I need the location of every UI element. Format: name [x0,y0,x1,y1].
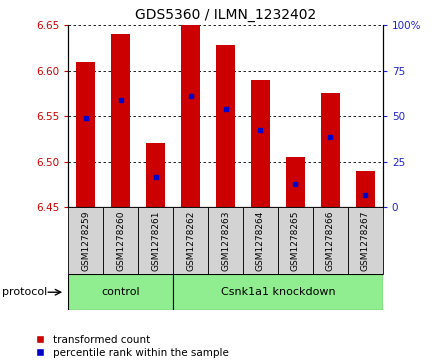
Text: GSM1278267: GSM1278267 [361,210,370,271]
Bar [146,143,165,207]
Bar [278,207,313,274]
Bar [103,207,138,274]
Bar [321,93,340,207]
Bar [243,207,278,274]
Bar [313,207,348,274]
Bar [76,62,95,207]
Bar [173,274,383,310]
Text: GSM1278264: GSM1278264 [256,210,265,271]
Text: GSM1278262: GSM1278262 [186,210,195,271]
Bar [68,207,103,274]
Text: GSM1278266: GSM1278266 [326,210,335,271]
Text: control: control [101,287,140,297]
Bar [348,207,383,274]
Text: Csnk1a1 knockdown: Csnk1a1 knockdown [220,287,335,297]
Bar [181,25,200,207]
Bar [356,171,375,207]
Text: protocol: protocol [2,287,48,297]
Bar [138,207,173,274]
Text: GSM1278259: GSM1278259 [81,210,90,271]
Text: GSM1278265: GSM1278265 [291,210,300,271]
Bar [251,80,270,207]
Bar [286,157,305,207]
Text: GSM1278261: GSM1278261 [151,210,160,271]
Bar [68,274,173,310]
Text: GSM1278263: GSM1278263 [221,210,230,271]
Title: GDS5360 / ILMN_1232402: GDS5360 / ILMN_1232402 [135,8,316,22]
Legend: transformed count, percentile rank within the sample: transformed count, percentile rank withi… [36,335,228,358]
Bar [173,207,208,274]
Bar [111,34,130,207]
Text: GSM1278260: GSM1278260 [116,210,125,271]
Bar [216,45,235,207]
Bar [208,207,243,274]
